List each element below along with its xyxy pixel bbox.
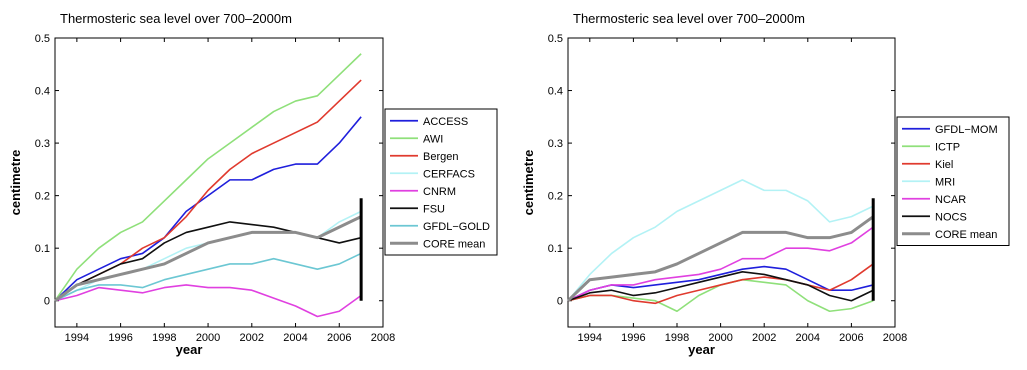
legend-label: CORE mean (935, 229, 997, 241)
plot-area (567, 37, 896, 328)
x-tick-label: 2004 (796, 332, 820, 344)
legend-label: CNRM (423, 186, 456, 198)
x-tick-label: 2002 (752, 332, 776, 344)
chart-title: Thermosteric sea level over 700–2000m (573, 11, 805, 26)
legend-box (384, 108, 498, 256)
series-line-3 (567, 263, 874, 305)
x-tick-label: 2000 (196, 332, 220, 344)
y-tick-label: 0.4 (548, 86, 563, 98)
y-tick-label: 0.2 (548, 191, 563, 203)
series-line-7 (54, 252, 362, 302)
x-tick-label: 2008 (371, 332, 395, 344)
x-tick-label: 1996 (621, 332, 645, 344)
legend-label: CERFACS (423, 168, 475, 180)
plot-area (54, 37, 384, 328)
x-tick-label: 1994 (65, 332, 89, 344)
y-tick-label: 0.4 (35, 86, 50, 98)
y-axis-label: centimetre (8, 150, 23, 216)
x-tick-label: 2006 (327, 332, 351, 344)
x-tick-label: 2004 (283, 332, 307, 344)
x-tick-label: 1996 (108, 332, 132, 344)
chart-title: Thermosteric sea level over 700–2000m (60, 11, 292, 26)
y-tick-label: 0.3 (548, 138, 563, 150)
series-line-4 (567, 179, 874, 302)
legend-label: MRI (935, 176, 955, 188)
series-line-5 (567, 226, 874, 302)
y-tick-label: 0.1 (35, 243, 50, 255)
y-tick-label: 0 (44, 296, 50, 308)
x-tick-label: 2002 (240, 332, 264, 344)
y-tick-label: 0.1 (548, 243, 563, 255)
legend-label: Kiel (935, 159, 953, 171)
x-tick-label: 2008 (883, 332, 907, 344)
series-line-1 (54, 116, 362, 302)
x-tick-label: 2006 (839, 332, 863, 344)
chart-panel-1: 0 0.1 0.2 0.3 0.4 0.5 1994 1996 1998 2000 2002 2004… (8, 11, 498, 357)
legend-label: ACCESS (423, 116, 468, 128)
y-tick-label: 0.2 (35, 191, 50, 203)
series-line-8 (54, 215, 362, 302)
legend-label: GFDL−MOM (935, 124, 998, 136)
legend-label: FSU (423, 203, 445, 215)
x-tick-label: 1994 (578, 332, 602, 344)
y-tick-label: 0.3 (35, 138, 50, 150)
x-axis-label: year (688, 342, 715, 357)
y-tick-label: 0.5 (35, 33, 50, 45)
chart-panel-2: 0 0.1 0.2 0.3 0.4 0.5 1994 1996 1998 2000 2002 2004… (521, 11, 1010, 357)
series-line-7 (566, 215, 875, 302)
x-tick-label: 1998 (152, 332, 176, 344)
legend-label: NCAR (935, 194, 966, 206)
y-tick-label: 0.5 (548, 33, 563, 45)
series-line-2 (54, 53, 362, 302)
legend-label: NOCS (935, 211, 967, 223)
x-tick-label: 2000 (708, 332, 732, 344)
legend: ACCESS AWI Bergen CERFACS CNRM FSU GFDL−GOLD CO… (384, 108, 498, 256)
x-tick-label: 1998 (665, 332, 689, 344)
legend-label: ICTP (935, 141, 960, 153)
series-line-6 (567, 271, 874, 302)
y-tick-label: 0 (557, 296, 563, 308)
legend-label: GFDL−GOLD (423, 221, 490, 233)
legend-label: CORE mean (423, 238, 485, 250)
series-line-1 (567, 265, 874, 302)
series-line-5 (54, 284, 362, 318)
x-axis-label: year (176, 342, 203, 357)
legend-label: Bergen (423, 151, 458, 163)
legend: GFDL−MOM ICTP Kiel MRI NCAR NOCS CORE mean (896, 116, 1010, 246)
y-axis-label: centimetre (521, 150, 536, 216)
legend-label: AWI (423, 133, 443, 145)
